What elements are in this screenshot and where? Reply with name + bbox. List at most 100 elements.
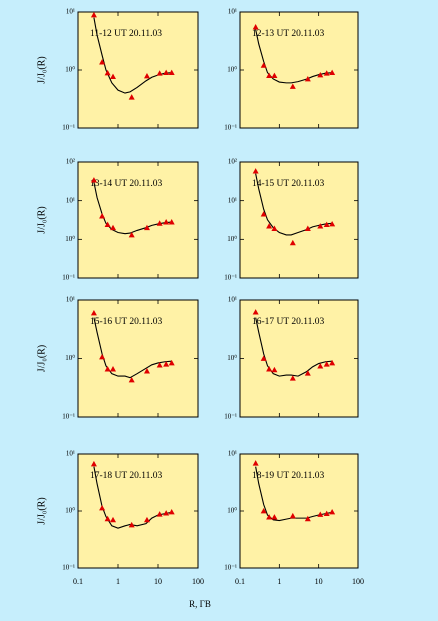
y-tick-label: 10² [228, 158, 237, 166]
data-point [271, 225, 278, 231]
data-point [260, 355, 267, 361]
y-tick-label: 10¹ [228, 450, 237, 458]
y-tick-label: 10⁰ [227, 66, 237, 74]
panel-title: 13-14 UT 20.11.03 [90, 179, 163, 189]
data-point [289, 83, 296, 89]
y-tick-label: 10⁰ [227, 235, 237, 243]
data-point [156, 220, 163, 226]
plot-area [77, 11, 199, 129]
data-point [156, 511, 163, 517]
data-point [104, 515, 111, 522]
data-point [168, 509, 175, 515]
data-point [329, 69, 336, 76]
data-point [128, 94, 135, 100]
data-point [90, 309, 97, 316]
x-tick-label: 1 [116, 577, 120, 586]
data-point [104, 221, 111, 228]
y-tick-label: 10¹ [66, 296, 75, 304]
y-axis-label: J/J₀(R) [36, 206, 47, 233]
fit-line [255, 317, 333, 377]
data-point [260, 62, 267, 68]
y-tick-label: 10⁻¹ [62, 413, 75, 421]
data-point [99, 354, 106, 360]
panel-title: 15-16 UT 20.11.03 [90, 317, 163, 327]
y-tick-label: 10⁻¹ [224, 564, 237, 572]
y-tick-label: 10⁰ [65, 66, 75, 74]
data-point [168, 219, 175, 225]
data-point [289, 239, 296, 246]
y-tick-label: 10¹ [228, 8, 237, 16]
panel-title: 14-15 UT 20.11.03 [252, 179, 325, 189]
fit-line [255, 173, 333, 236]
panel-title: 16-17 UT 20.11.03 [252, 317, 325, 327]
y-tick-label: 10⁻¹ [62, 274, 75, 282]
data-point [323, 361, 330, 367]
data-point [143, 516, 150, 523]
x-tick-label: 10 [154, 577, 162, 586]
data-point [304, 515, 311, 522]
x-tick-label: 0.1 [235, 577, 245, 586]
x-tick-label: 10 [315, 577, 323, 586]
y-tick-label: 10¹ [228, 196, 237, 204]
data-point [163, 510, 170, 516]
data-point [252, 460, 259, 466]
data-point [323, 70, 330, 76]
data-point [252, 168, 259, 174]
data-point [266, 223, 273, 229]
data-point [163, 219, 170, 225]
y-tick-label: 10⁰ [227, 354, 237, 362]
data-point [329, 220, 336, 227]
data-point [99, 213, 106, 219]
data-point [317, 363, 324, 369]
x-tick-label: 0.1 [73, 577, 83, 586]
data-point [304, 75, 311, 82]
data-point [304, 225, 311, 231]
data-point [143, 368, 150, 374]
data-point [99, 59, 106, 65]
y-tick-label: 10⁻¹ [224, 274, 237, 282]
y-tick-label: 10⁻¹ [62, 124, 75, 132]
panel-title: 12-13 UT 20.11.03 [252, 29, 325, 39]
x-tick-label: 1 [277, 577, 281, 586]
data-point [260, 211, 267, 217]
data-point [252, 24, 259, 30]
plot-area [239, 11, 359, 129]
plot-area [77, 161, 199, 279]
x-tick-label: 100 [352, 577, 364, 586]
data-point [128, 521, 135, 528]
data-point [271, 72, 278, 79]
data-point [317, 223, 324, 229]
data-point [143, 72, 150, 79]
y-tick-label: 10⁰ [65, 354, 75, 362]
data-point [323, 510, 330, 517]
panel-title: 18-19 UT 20.11.03 [252, 471, 325, 481]
data-point [271, 366, 278, 373]
data-point [266, 366, 273, 372]
y-tick-label: 10¹ [66, 8, 75, 16]
fit-line [255, 29, 333, 84]
data-point [266, 72, 273, 79]
plot-area [239, 299, 359, 418]
data-point [266, 514, 273, 520]
plot-area [77, 299, 199, 418]
y-tick-label: 10² [66, 158, 75, 166]
y-axis-label: J/J₀(R) [36, 345, 47, 372]
plot-area [239, 161, 359, 279]
y-tick-label: 10⁻¹ [62, 564, 75, 572]
data-point [110, 73, 117, 79]
y-axis-label: J/J₀(R) [36, 497, 47, 524]
data-point [289, 512, 296, 519]
y-tick-label: 10¹ [66, 196, 75, 204]
data-point [110, 224, 117, 231]
data-point [110, 516, 117, 523]
data-point [271, 514, 278, 520]
fit-line [255, 466, 333, 522]
data-point [317, 511, 324, 517]
data-point [163, 69, 170, 76]
panel-title: 11-12 UT 20.11.03 [90, 29, 162, 39]
data-point [104, 366, 111, 372]
data-point [110, 366, 117, 372]
data-point [90, 460, 97, 467]
